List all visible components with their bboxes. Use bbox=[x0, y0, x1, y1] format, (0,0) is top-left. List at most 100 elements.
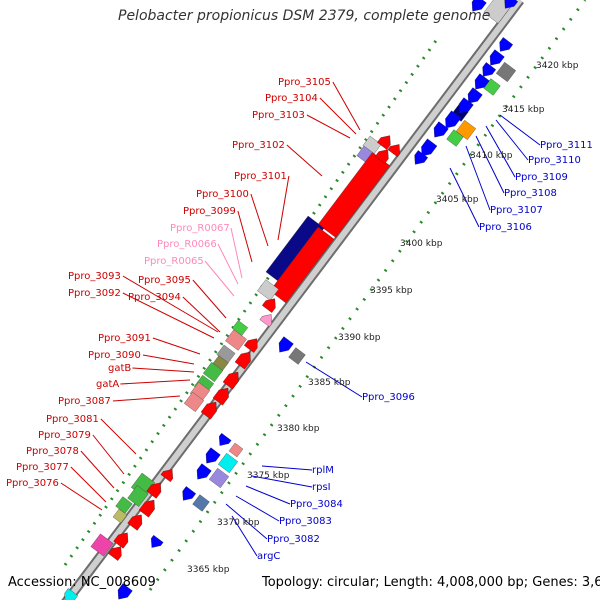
gene-box bbox=[202, 361, 224, 383]
gene-arrow bbox=[234, 351, 251, 370]
forward-gene-label: Ppro_3091 bbox=[98, 333, 151, 344]
gene-features bbox=[64, 0, 519, 603]
gene-arrow bbox=[212, 387, 229, 406]
reverse-gene-label: Ppro_3107 bbox=[490, 205, 543, 216]
reverse-gene-label: Ppro_3106 bbox=[479, 222, 532, 233]
gene-arrow bbox=[374, 149, 389, 164]
gene-arrow bbox=[376, 135, 391, 150]
gene-box bbox=[495, 61, 517, 83]
forward-gene-label: Ppro_3092 bbox=[68, 288, 121, 299]
gene-arrow bbox=[151, 534, 164, 548]
gene-arrow bbox=[482, 62, 497, 77]
forward-gene-label: Ppro_3094 bbox=[128, 292, 181, 303]
scale-label: 3365 kbp bbox=[187, 565, 230, 575]
gene-arrow bbox=[160, 469, 173, 483]
gene-box bbox=[225, 329, 247, 351]
forward-gene-label: Ppro_3099 bbox=[183, 206, 236, 217]
gene-arrow bbox=[414, 150, 429, 165]
gene-arrow bbox=[243, 338, 258, 353]
gene-arrow bbox=[200, 401, 217, 420]
gene-arrow bbox=[467, 87, 483, 104]
scale-label: 3375 kbp bbox=[247, 471, 290, 481]
topology-text: Topology: circular; Length: 4,008,000 bp… bbox=[262, 575, 600, 590]
backbone bbox=[58, 0, 524, 604]
gene-labels: Ppro_3105 Ppro_3104 Ppro_3103 Ppro_3102 Ppro… bbox=[6, 77, 593, 562]
forward-gene-label: Ppro_3081 bbox=[46, 414, 99, 425]
forward-gene-label: Ppro_3104 bbox=[265, 93, 318, 104]
gene-arrow bbox=[146, 482, 162, 499]
scale-label: 3390 kbp bbox=[338, 333, 381, 343]
reverse-gene-label: Ppro_3109 bbox=[515, 172, 568, 183]
forward-gene-label: Ppro_3103 bbox=[252, 110, 305, 121]
page-title: Pelobacter propionicus DSM 2379, complet… bbox=[118, 8, 491, 24]
gene-box bbox=[115, 496, 133, 514]
reverse-gene-label: Ppro_3084 bbox=[290, 499, 343, 510]
label-leaders bbox=[60, 81, 541, 557]
forward-gene-label: Ppro_R0067 bbox=[170, 223, 230, 234]
reverse-gene-label: Ppro_3096 bbox=[362, 392, 415, 403]
gene-box bbox=[217, 452, 239, 474]
scale-label: 3400 kbp bbox=[400, 239, 443, 249]
gene-box bbox=[257, 279, 279, 301]
forward-gene-label: Ppro_3093 bbox=[68, 271, 121, 282]
forward-gene-label: Ppro_3076 bbox=[6, 478, 59, 489]
gene-arrow bbox=[117, 583, 133, 600]
scale-label: 3370 kbp bbox=[217, 518, 260, 528]
gene-box bbox=[228, 442, 244, 458]
gene-box bbox=[446, 129, 464, 147]
gene-arrow bbox=[138, 499, 155, 518]
gene-box bbox=[192, 494, 210, 512]
gene-arrow bbox=[259, 314, 272, 328]
outer-tick-line bbox=[148, 0, 587, 591]
forward-gene-label: Ppro_3079 bbox=[38, 430, 91, 441]
gene-box bbox=[127, 485, 149, 507]
reverse-gene-label: Ppro_3082 bbox=[267, 534, 320, 545]
gene-arrow bbox=[387, 144, 400, 158]
reverse-gene-label: Ppro_3108 bbox=[504, 188, 557, 199]
forward-gene-label: Ppro_3105 bbox=[278, 77, 331, 88]
reverse-gene-label: argC bbox=[257, 551, 280, 562]
gene-arrow bbox=[504, 0, 519, 9]
gene-box bbox=[288, 347, 306, 365]
gene-arrow bbox=[205, 447, 221, 464]
scale-label: 3380 kbp bbox=[277, 424, 320, 434]
forward-gene-label: gatB bbox=[108, 363, 131, 374]
forward-gene-label: Ppro_3078 bbox=[26, 446, 79, 457]
reverse-gene-label: Ppro_3110 bbox=[528, 155, 581, 166]
forward-gene-label: gatA bbox=[96, 379, 119, 390]
scale-labels: 3365 kbp 3370 kbp 3375 kbp 3380 kbp 3385 kbp… bbox=[187, 61, 579, 575]
gene-arrow bbox=[222, 371, 239, 390]
gene-arrow bbox=[499, 37, 514, 52]
gene-arrow bbox=[445, 110, 462, 129]
gene-arrow bbox=[278, 336, 294, 353]
gene-arrow bbox=[458, 97, 474, 114]
accession-text: Accession: NC_008609 bbox=[8, 575, 156, 590]
gene-arrow bbox=[219, 432, 232, 446]
gene-box bbox=[269, 226, 335, 304]
forward-gene-label: Ppro_3100 bbox=[196, 189, 249, 200]
reverse-gene-label: rpsI bbox=[312, 482, 331, 493]
forward-gene-label: Ppro_3090 bbox=[88, 350, 141, 361]
gene-box bbox=[483, 0, 517, 24]
gene-arrow bbox=[113, 532, 129, 549]
gene-arrow bbox=[107, 546, 122, 561]
scale-label: 3420 kbp bbox=[536, 61, 579, 71]
scale-label: 3410 kbp bbox=[470, 151, 513, 161]
forward-gene-label: Ppro_3102 bbox=[232, 140, 285, 151]
scale-label: 3415 kbp bbox=[502, 105, 545, 115]
gene-arrow bbox=[261, 298, 276, 313]
inner-tick-line bbox=[63, 34, 442, 566]
gene-arrow bbox=[471, 0, 487, 12]
scale-label: 3385 kbp bbox=[308, 378, 351, 388]
forward-gene-label: Ppro_R0065 bbox=[144, 256, 204, 267]
gene-box bbox=[208, 467, 230, 489]
gene-arrow bbox=[196, 463, 212, 480]
gene-box bbox=[112, 508, 128, 524]
gene-arrow bbox=[127, 514, 143, 531]
gene-box bbox=[183, 391, 205, 413]
scale-label: 3395 kbp bbox=[370, 286, 413, 296]
reverse-gene-label: Ppro_3111 bbox=[540, 140, 593, 151]
gene-arrow bbox=[433, 121, 449, 138]
